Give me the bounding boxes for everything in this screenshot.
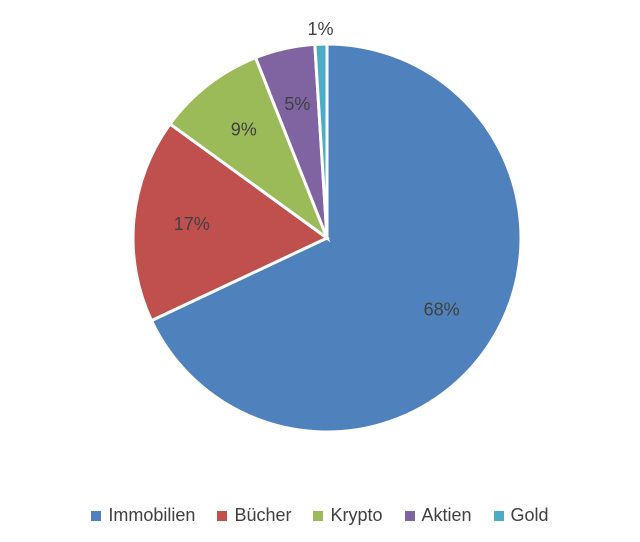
data-label: 68% <box>424 300 460 320</box>
pie-area: 68% 17% 9% 5% 1% <box>131 19 523 434</box>
legend: Immobilien Bücher Krypto Aktien Gold <box>0 505 640 526</box>
data-label: 9% <box>231 119 257 139</box>
legend-label: Gold <box>510 505 549 525</box>
legend-swatch <box>493 510 504 521</box>
legend-swatch <box>313 510 324 521</box>
legend-item: Krypto <box>313 505 383 526</box>
pie-slice <box>313 42 329 239</box>
legend-label: Aktien <box>421 505 472 525</box>
data-label: 1% <box>307 19 333 39</box>
pie-slice <box>131 121 330 323</box>
legend-swatch <box>217 510 228 521</box>
legend-item: Aktien <box>404 505 472 526</box>
legend-swatch <box>91 510 102 521</box>
legend-item: Gold <box>493 505 549 526</box>
legend-item: Bücher <box>217 505 291 526</box>
data-label: 17% <box>174 214 210 234</box>
data-label: 5% <box>284 94 310 114</box>
legend-label: Bücher <box>234 505 292 525</box>
legend-label: Immobilien <box>108 505 196 525</box>
legend-swatch <box>404 510 415 521</box>
legend-item: Immobilien <box>91 505 195 526</box>
legend-label: Krypto <box>330 505 383 525</box>
pie-slice <box>167 55 331 243</box>
pie-slice <box>149 42 523 434</box>
